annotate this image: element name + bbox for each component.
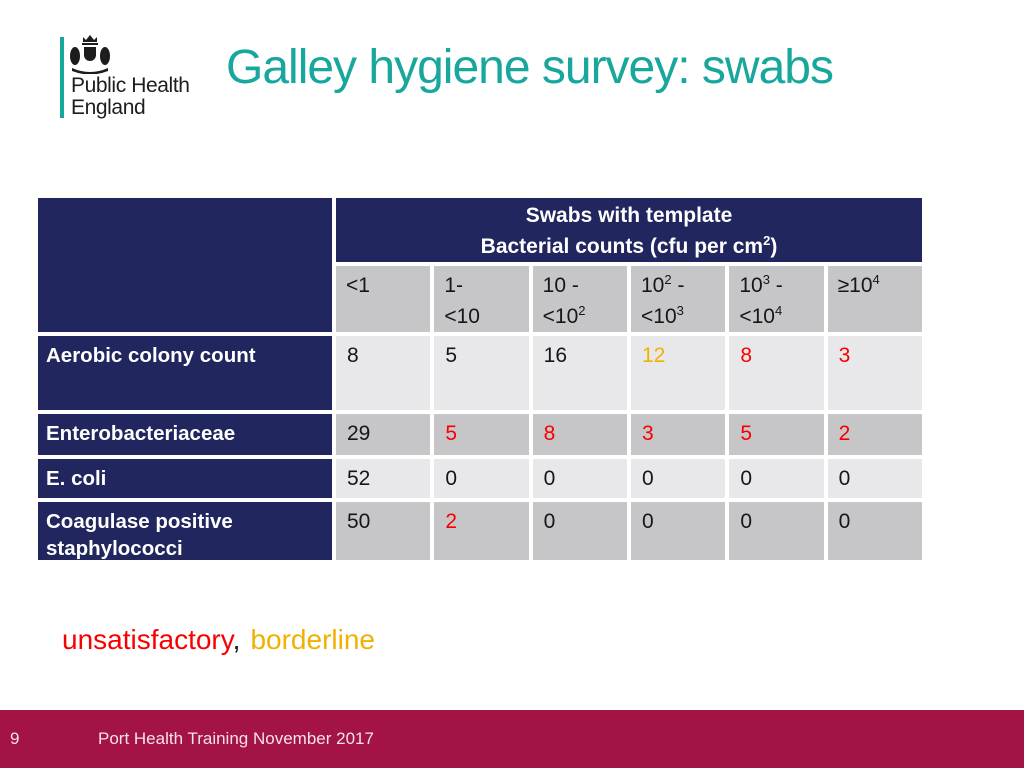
table-value-cell: 5 xyxy=(434,336,529,410)
legend-borderline: borderline xyxy=(250,624,375,655)
royal-crest-icon xyxy=(70,35,110,74)
phe-logo-wordmark: Public Health England xyxy=(71,75,190,119)
table-value-cell: 3 xyxy=(631,414,726,455)
table-value-cell: 2 xyxy=(827,414,922,455)
legend: unsatisfactory, borderline xyxy=(62,624,375,656)
table-value-cell: 0 xyxy=(631,459,726,498)
column-header-1: 1- <10 xyxy=(434,266,529,332)
swab-results-table: Swabs with template Bacterial counts (cf… xyxy=(38,198,922,560)
table-merged-header: Swabs with template Bacterial counts (cf… xyxy=(336,198,922,262)
column-header-3: 102 - <103 xyxy=(631,266,726,332)
table-header-line-2: Bacterial counts (cfu per cm2) xyxy=(480,233,778,258)
table-value-cell: 0 xyxy=(532,502,627,560)
table-value-cell: 8 xyxy=(729,336,824,410)
table-value-cell: 52 xyxy=(336,459,431,498)
table-value-cell: 8 xyxy=(532,414,627,455)
column-header-5: ≥104 xyxy=(827,266,922,332)
table-value-cell: 8 xyxy=(336,336,431,410)
table-value-cell: 0 xyxy=(729,502,824,560)
table-value-cell: 29 xyxy=(336,414,431,455)
table-value-cell: 3 xyxy=(827,336,922,410)
column-header-0: <1 xyxy=(336,266,431,332)
logo-line-1: Public Health xyxy=(71,74,190,97)
legend-unsatisfactory: unsatisfactory xyxy=(62,624,233,655)
footer-bar: 9 Port Health Training November 2017 xyxy=(0,710,1024,768)
table-corner-cell xyxy=(38,198,332,332)
table-value-cell: 2 xyxy=(434,502,529,560)
column-header-2: 10 - <102 xyxy=(532,266,627,332)
row-label-coagulase-positive-staphylococci: Coagulase positive staphylococci xyxy=(38,502,332,560)
row-label-e-coli: E. coli xyxy=(38,459,332,498)
row-label-enterobacteriaceae: Enterobacteriaceae xyxy=(38,414,332,455)
table-value-cell: 5 xyxy=(729,414,824,455)
table-value-cell: 5 xyxy=(434,414,529,455)
legend-separator: , xyxy=(232,624,241,655)
row-label-aerobic-colony-count: Aerobic colony count xyxy=(38,336,332,410)
slide-title: Galley hygiene survey: swabs xyxy=(226,41,834,94)
page-number: 9 xyxy=(10,729,20,748)
table-value-cell: 50 xyxy=(336,502,431,560)
logo-line-2: England xyxy=(71,96,146,119)
table-value-cell: 12 xyxy=(631,336,726,410)
table-value-cell: 0 xyxy=(631,502,726,560)
column-header-4: 103 - <104 xyxy=(729,266,824,332)
logo-accent-bar xyxy=(60,37,64,118)
table-value-cell: 0 xyxy=(434,459,529,498)
table-value-cell: 0 xyxy=(827,502,922,560)
table-value-cell: 0 xyxy=(827,459,922,498)
table-value-cell: 0 xyxy=(729,459,824,498)
table-value-cell: 0 xyxy=(532,459,627,498)
table-value-cell: 16 xyxy=(532,336,627,410)
footer-title: Port Health Training November 2017 xyxy=(98,729,374,748)
table-header-line-1: Swabs with template xyxy=(525,204,733,227)
